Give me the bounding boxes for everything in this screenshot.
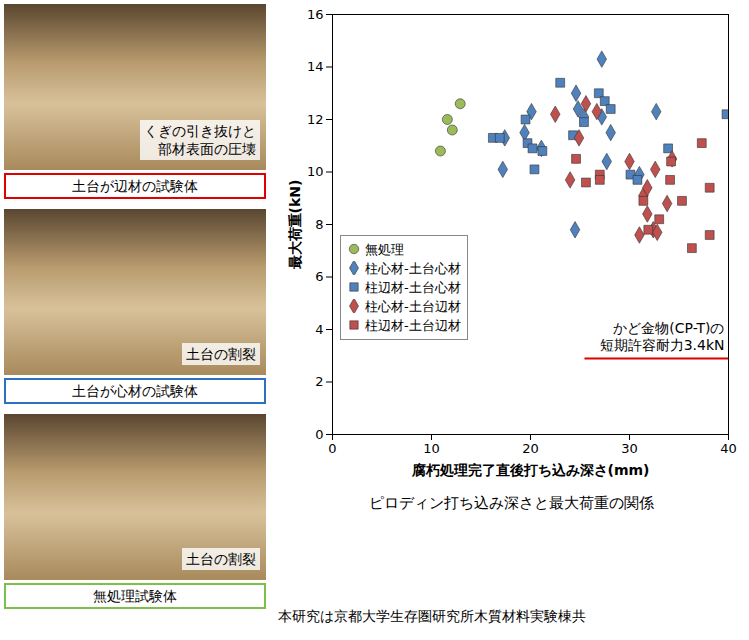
html-text:柱心材-土台辺材: 柱心材-土台辺材: [365, 298, 461, 314]
html-text:土台の割裂: 土台の割裂: [186, 346, 256, 362]
html-text:柱辺材-土台心材: 柱辺材-土台心材: [365, 279, 461, 295]
html-text:くぎの引き抜けと: くぎの引き抜けと: [144, 123, 256, 139]
html-text:土台が心材の試験体: 土台が心材の試験体: [72, 383, 198, 399]
svg-text:8: 8: [315, 217, 323, 232]
html-text:無処理: 無処理: [365, 241, 404, 257]
svg-text:0: 0: [328, 441, 336, 456]
svg-text:12: 12: [307, 112, 324, 127]
html-text:柱心材-土台心材: 柱心材-土台心材: [365, 260, 461, 276]
svg-text:かど金物(CP-T)の短期許容耐力3.4kN: かど金物(CP-T)の短期許容耐力3.4kN: [600, 320, 725, 354]
svg-text:14: 14: [307, 59, 324, 74]
html-text:部材表面の圧壊: 部材表面の圧壊: [158, 141, 256, 157]
svg-text:2: 2: [315, 374, 323, 389]
svg-text:30: 30: [621, 441, 638, 456]
svg-text:16: 16: [307, 7, 324, 22]
svg-text:20: 20: [522, 441, 539, 456]
svg-text:腐朽処理完了直後打ち込み深さ(mm): 腐朽処理完了直後打ち込み深さ(mm): [411, 462, 650, 478]
svg-text:6: 6: [315, 269, 323, 284]
svg-text:0: 0: [315, 427, 323, 442]
html-text:土台の割裂: 土台の割裂: [186, 551, 256, 567]
html-text:土台が辺材の試験体: 土台が辺材の試験体: [72, 178, 198, 194]
svg-text:4: 4: [315, 322, 323, 337]
html-text:ピロディン打ち込み深さと最大荷重の関係: ピロディン打ち込み深さと最大荷重の関係: [368, 494, 654, 512]
html-text:柱辺材-土台辺材: 柱辺材-土台辺材: [365, 317, 461, 333]
html-text:無処理試験体: 無処理試験体: [93, 588, 177, 604]
svg-text:10: 10: [423, 441, 440, 456]
svg-text:最大荷重(kN): 最大荷重(kN): [287, 180, 303, 271]
svg-text:10: 10: [307, 164, 324, 179]
svg-text:40: 40: [720, 441, 737, 456]
html-text:本研究は京都大学生存圏研究所木質材料実験棟共: 本研究は京都大学生存圏研究所木質材料実験棟共: [278, 608, 586, 624]
